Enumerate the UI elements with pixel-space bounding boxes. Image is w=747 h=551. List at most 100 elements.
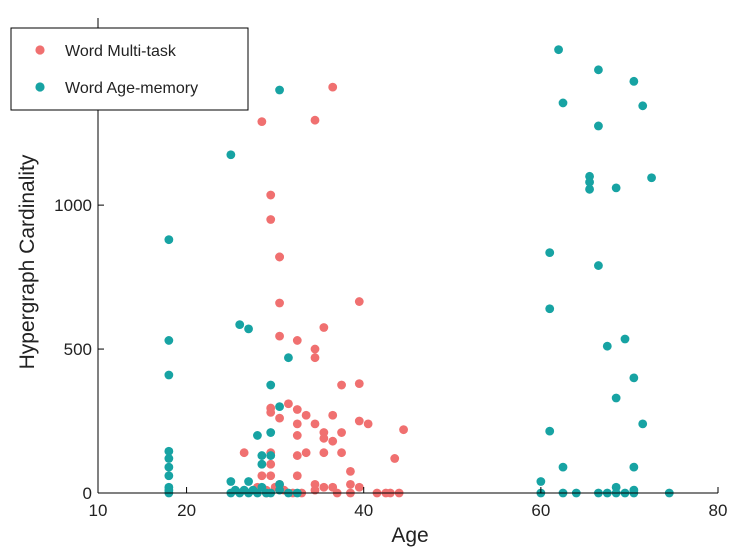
point-word-age-memory: [585, 184, 594, 194]
point-word-multi-task: [266, 459, 276, 469]
point-word-multi-task: [275, 298, 284, 308]
point-word-age-memory: [536, 477, 546, 486]
point-word-multi-task: [328, 436, 338, 446]
point-word-age-memory: [164, 462, 174, 472]
point-word-multi-task: [310, 353, 320, 363]
point-word-multi-task: [310, 344, 320, 354]
point-word-age-memory: [545, 426, 555, 436]
point-word-age-memory: [253, 431, 262, 440]
point-word-multi-task: [275, 252, 284, 262]
point-word-age-memory: [611, 183, 621, 193]
point-word-age-memory: [257, 451, 267, 460]
point-word-age-memory: [284, 353, 293, 363]
point-word-age-memory: [629, 462, 639, 472]
point-word-multi-task: [292, 451, 302, 460]
point-word-age-memory: [164, 446, 174, 456]
point-word-multi-task: [292, 336, 302, 345]
x-axis-label: Age: [391, 524, 428, 547]
point-word-age-memory: [275, 85, 284, 95]
legend: Word Multi-task Word Age-memory: [10, 27, 249, 111]
point-word-age-memory: [594, 121, 603, 131]
point-word-age-memory: [545, 248, 555, 258]
point-word-multi-task: [346, 479, 355, 489]
x-tick-label: 80: [709, 501, 728, 520]
point-word-multi-task: [319, 433, 329, 443]
point-word-age-memory: [226, 477, 236, 486]
point-word-multi-task: [266, 403, 276, 413]
point-word-multi-task: [337, 428, 346, 437]
point-word-age-memory: [594, 65, 603, 75]
legend-label-word-age-memory: Word Age-memory: [65, 80, 198, 97]
point-word-age-memory: [164, 471, 174, 481]
point-word-multi-task: [390, 454, 400, 463]
point-word-multi-task: [319, 448, 329, 458]
point-word-age-memory: [244, 324, 253, 334]
point-word-multi-task: [354, 297, 364, 306]
x-tick-label: 10: [89, 501, 108, 520]
point-word-age-memory: [266, 380, 276, 390]
legend-box: [10, 27, 249, 111]
point-word-multi-task: [337, 448, 346, 458]
x-tick-label: 60: [531, 501, 550, 520]
point-word-multi-task: [319, 323, 329, 332]
points-layer: [164, 45, 674, 498]
point-word-age-memory: [620, 334, 630, 344]
point-word-age-memory: [638, 101, 648, 111]
point-word-multi-task: [275, 413, 284, 423]
point-word-age-memory: [629, 76, 639, 86]
point-word-multi-task: [337, 380, 346, 390]
point-word-age-memory: [611, 393, 621, 403]
point-word-multi-task: [301, 448, 311, 458]
point-word-age-memory: [164, 370, 174, 380]
point-word-multi-task: [301, 410, 311, 420]
point-word-multi-task: [399, 425, 408, 435]
point-word-multi-task: [292, 419, 302, 429]
point-word-multi-task: [354, 416, 364, 426]
y-tick-label: 0: [83, 484, 92, 503]
point-word-multi-task: [354, 379, 364, 389]
point-word-age-memory: [266, 428, 276, 437]
point-word-age-memory: [257, 459, 267, 469]
point-word-multi-task: [354, 482, 364, 492]
y-axis-label: Hypergraph Cardinality: [16, 154, 39, 369]
point-word-multi-task: [310, 115, 320, 125]
point-word-age-memory: [629, 373, 639, 383]
point-word-age-memory: [647, 173, 656, 183]
x-tick-label: 40: [354, 501, 373, 520]
y-tick-label: 1000: [54, 196, 92, 215]
point-word-age-memory: [164, 454, 174, 463]
point-word-age-memory: [164, 336, 174, 345]
legend-label-word-multi-task: Word Multi-task: [65, 43, 177, 60]
point-word-multi-task: [328, 410, 338, 420]
point-word-multi-task: [310, 419, 320, 429]
series-word-age-memory: [164, 45, 674, 498]
point-word-multi-task: [266, 471, 276, 481]
point-word-age-memory: [558, 462, 568, 472]
point-word-age-memory: [554, 45, 563, 55]
point-word-age-memory: [638, 419, 648, 429]
point-word-multi-task: [319, 482, 329, 492]
point-word-multi-task: [257, 471, 267, 481]
point-word-multi-task: [292, 431, 302, 440]
series-word-multi-task: [239, 82, 408, 498]
point-word-age-memory: [585, 177, 594, 187]
point-word-multi-task: [266, 190, 276, 200]
point-word-multi-task: [292, 405, 302, 414]
point-word-age-memory: [275, 402, 284, 412]
point-word-multi-task: [257, 117, 267, 127]
point-word-multi-task: [266, 215, 276, 224]
point-word-multi-task: [275, 331, 284, 341]
point-word-multi-task: [284, 399, 293, 409]
point-word-age-memory: [275, 479, 284, 489]
point-word-age-memory: [226, 150, 236, 160]
point-word-age-memory: [164, 235, 174, 245]
point-word-age-memory: [602, 341, 612, 351]
x-tick-label: 20: [177, 501, 196, 520]
point-word-multi-task: [292, 471, 302, 481]
point-word-age-memory: [235, 320, 245, 329]
point-word-multi-task: [239, 448, 249, 458]
point-word-age-memory: [244, 477, 253, 486]
ticks-layer: 1020406080050010001500: [54, 52, 727, 520]
point-word-multi-task: [328, 82, 338, 92]
